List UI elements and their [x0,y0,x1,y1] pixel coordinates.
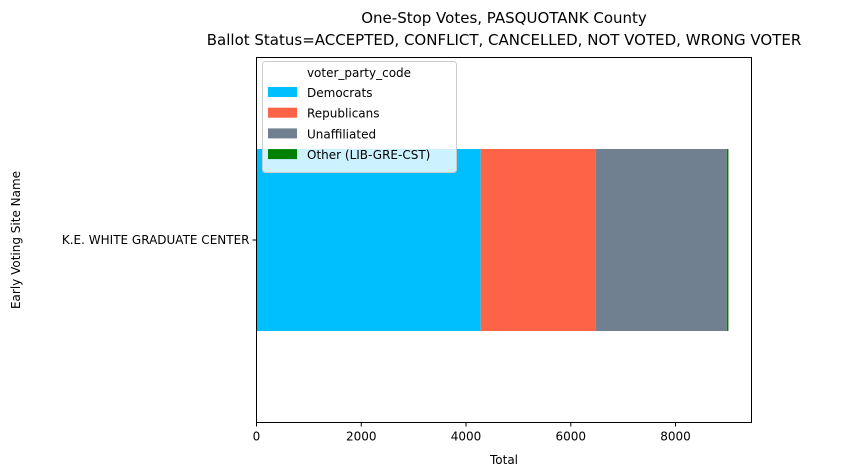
legend-title: voter_party_code [307,66,411,80]
legend-label-democrats: Democrats [307,86,373,100]
legend-label-republicans: Republicans [307,107,380,121]
legend-label-other-lib-gre-cst: Other (LIB-GRE-CST) [307,148,430,162]
x-axis-ticks: 0 2000 4000 6000 8000 [253,422,691,444]
legend-items: Democrats Republicans Unaffiliated Other (L… [268,86,430,162]
legend-label-unaffiliated: Unaffiliated [307,127,376,141]
legend-swatch-other-lib-gre-cst [268,149,297,160]
y-tick-label: K.E. WHITE GRADUATE CENTER [62,233,250,247]
x-axis-label: Total [489,453,518,467]
x-tick-label: 2000 [346,430,377,444]
legend-swatch-unaffiliated [268,128,297,139]
legend: voter_party_code Democrats Republicans Una… [262,61,457,173]
y-axis-ticks: K.E. WHITE GRADUATE CENTER [62,233,257,247]
bars-group [256,149,729,331]
bar-other-lib-gre-cst [726,149,729,331]
bar-democrats [256,149,481,331]
x-tick-label: 0 [253,430,261,444]
chart-title-line2: Ballot Status=ACCEPTED, CONFLICT, CANCEL… [207,31,802,49]
y-axis-label: Early Voting Site Name [9,171,23,309]
chart-title-line1: One-Stop Votes, PASQUOTANK County [361,9,647,27]
bar-unaffiliated [595,149,727,331]
x-tick-label: 6000 [556,430,587,444]
x-tick-label: 4000 [451,430,482,444]
legend-swatch-democrats [268,87,297,97]
legend-box [262,61,457,173]
legend-swatch-republicans [268,107,297,118]
bar-republicans [480,149,596,331]
x-tick-label: 8000 [660,430,691,444]
